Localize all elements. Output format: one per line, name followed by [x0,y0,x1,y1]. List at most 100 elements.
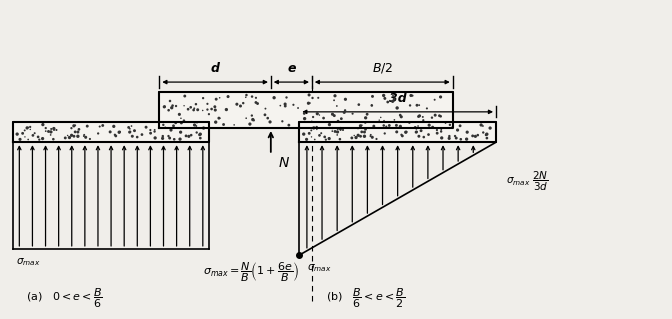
Point [327,125,338,130]
Point [319,134,330,139]
Point [467,133,478,138]
Point [163,133,174,138]
Point [48,128,59,133]
Point [262,115,273,121]
Point [159,104,170,109]
Point [181,133,192,138]
Point [159,104,170,109]
Point [277,119,288,124]
Point [124,126,135,131]
Point [411,103,422,108]
Point [251,100,261,105]
Point [430,113,441,118]
Point [411,126,422,131]
Bar [299,122,496,142]
Point [191,123,202,129]
Point [175,137,185,142]
Point [417,115,428,120]
Point [23,125,34,130]
Point [382,100,393,105]
Point [223,94,234,99]
Point [427,125,438,130]
Point [431,128,442,133]
Text: e: e [287,62,296,75]
Point [221,107,232,112]
Point [380,96,390,101]
Text: (a)   $0 < e < \dfrac{B}{6}$: (a) $0 < e < \dfrac{B}{6}$ [26,286,103,310]
Point [374,118,384,123]
Point [353,133,364,138]
Point [238,100,249,106]
Point [321,137,331,142]
Point [127,134,138,139]
Point [195,136,206,141]
Point [319,115,329,121]
Point [435,114,446,119]
Point [339,110,349,115]
Point [476,122,487,128]
Point [308,115,319,120]
Point [480,132,491,137]
Point [316,131,327,136]
Point [265,119,276,124]
Point [360,115,371,120]
Point [40,125,51,130]
Point [214,115,224,121]
Point [329,93,340,98]
Point [179,93,190,99]
Point [368,123,379,129]
Point [241,116,251,121]
Point [472,133,483,138]
Point [48,137,58,142]
Point [228,122,239,128]
Point [33,134,44,139]
Point [314,113,325,118]
Point [391,130,402,135]
Point [245,122,255,127]
Point [330,129,341,134]
Point [360,120,371,125]
Point [429,97,440,102]
Point [357,123,368,128]
Point [175,130,186,135]
Point [355,134,366,139]
Point [405,103,415,108]
Point [51,127,62,132]
Point [389,94,400,100]
Point [46,126,56,131]
Point [22,125,32,130]
Point [206,107,217,112]
Point [167,105,177,110]
Point [190,122,200,128]
Point [411,130,421,135]
Point [214,116,225,121]
Point [62,133,73,138]
Point [170,120,181,125]
Point [45,132,56,137]
Point [136,132,147,137]
Point [452,128,463,133]
Point [241,95,251,100]
Point [353,102,364,107]
Point [110,133,121,138]
Point [284,122,294,128]
Point [185,105,196,110]
Point [392,105,403,110]
Point [413,134,424,139]
Point [418,118,429,123]
Point [313,95,324,100]
Point [309,137,320,142]
Point [304,131,314,136]
Text: d: d [210,62,220,75]
Point [410,125,421,130]
Point [211,97,222,102]
Point [366,102,377,108]
Point [340,108,351,113]
Point [444,134,455,139]
Point [145,128,156,133]
Point [174,112,185,117]
Point [79,134,89,139]
Point [192,130,202,135]
Point [421,106,432,111]
Point [70,123,81,128]
